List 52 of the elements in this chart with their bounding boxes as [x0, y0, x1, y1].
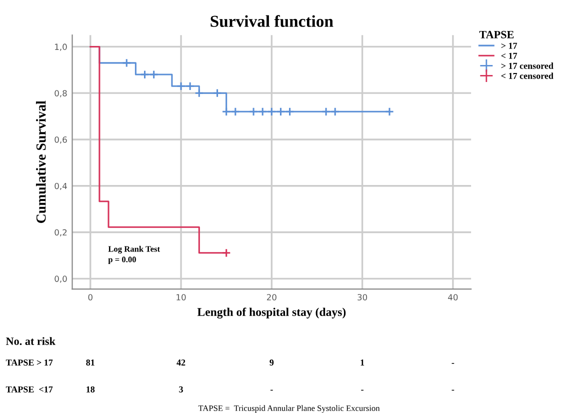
point	[321, 107, 331, 116]
point	[230, 107, 240, 116]
y-tick-label: 0,2	[54, 229, 67, 236]
point	[267, 107, 276, 116]
text: No. at risk	[6, 337, 56, 346]
text: 1	[360, 360, 364, 366]
annotation: Log Rank Test p = 0.00	[108, 246, 160, 264]
y-tick-label: 0,4	[54, 182, 67, 190]
text: 9	[270, 360, 274, 366]
point	[194, 88, 204, 98]
y-axis-title: Cumulative Survival	[36, 100, 46, 223]
point	[212, 88, 222, 98]
text: 42	[176, 360, 186, 366]
legend-label: < 17 censored	[501, 72, 554, 79]
text: -	[361, 390, 364, 391]
point	[222, 107, 231, 116]
point	[186, 82, 195, 91]
point	[258, 107, 268, 116]
x-tick-label: 0	[88, 294, 92, 300]
x-tick-label: 30	[358, 294, 368, 300]
text: 81	[86, 360, 94, 366]
text: -	[452, 362, 454, 364]
y-tick-label: 0,8	[54, 90, 67, 98]
text: -	[452, 390, 454, 391]
text: 3	[179, 386, 183, 392]
legend-label: > 17	[501, 42, 518, 49]
text: TAPSE > 17	[6, 360, 53, 366]
point	[122, 58, 132, 68]
text: -	[270, 390, 273, 391]
point	[276, 107, 286, 116]
point	[176, 82, 186, 91]
point	[285, 107, 294, 116]
point	[330, 107, 340, 116]
point	[140, 70, 150, 80]
x-tick-label: 10	[176, 294, 186, 300]
text: 18	[86, 386, 95, 392]
text: TAPSE <17	[6, 386, 53, 392]
point	[384, 107, 394, 116]
legend-label: > 17 censored	[501, 62, 554, 69]
x-tick-label: 20	[266, 294, 276, 300]
x-axis-title: Length of hospital stay (days)	[197, 308, 346, 318]
point	[149, 70, 158, 80]
point	[222, 248, 231, 258]
point	[248, 107, 258, 116]
y-tick-label: 0,0	[54, 276, 67, 283]
legend-label: < 17	[501, 52, 518, 59]
x-tick-label: 40	[448, 294, 458, 300]
text: TAPSE = Tricuspid Annular Plane Systolic Excursion	[198, 405, 380, 413]
legend-title: TAPSE	[479, 30, 514, 38]
y-tick-label: 0,6	[54, 136, 67, 144]
chart-title: Survival function	[210, 15, 334, 27]
y-tick-label: 1,0	[55, 44, 67, 51]
